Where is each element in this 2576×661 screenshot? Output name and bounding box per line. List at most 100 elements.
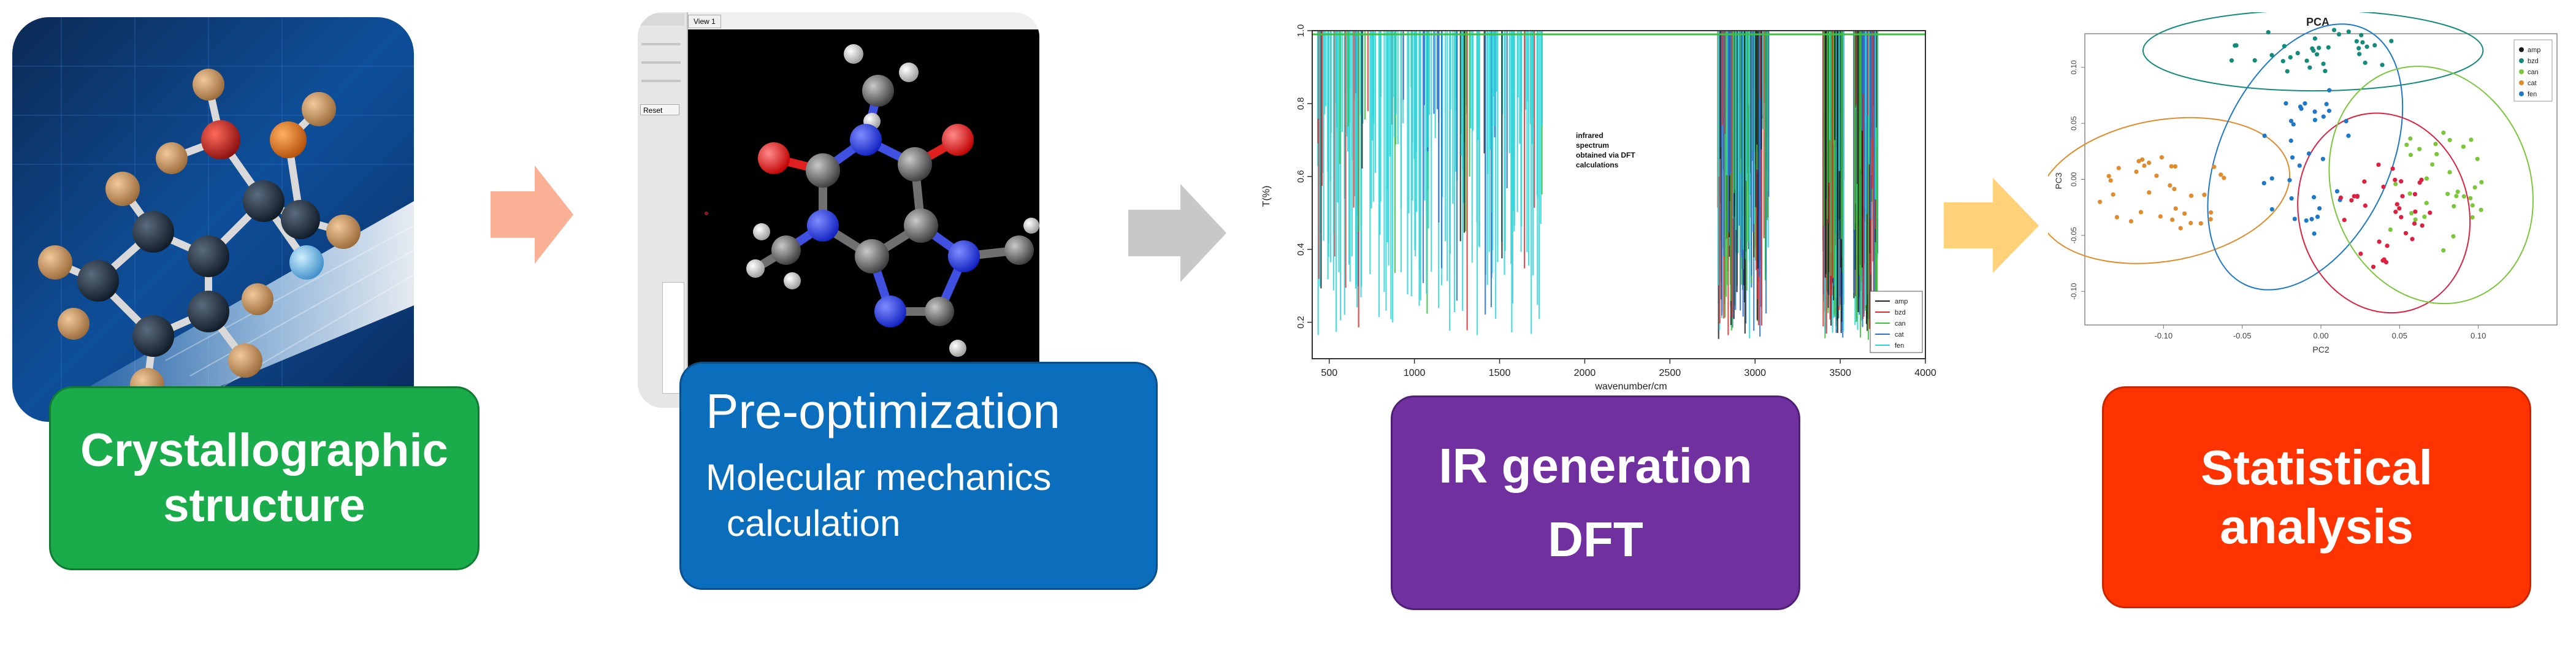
pca-point	[2403, 231, 2409, 235]
pca-point	[2108, 178, 2113, 183]
pca-point	[2212, 164, 2217, 169]
pca-point	[2452, 204, 2456, 208]
ir-title-line2: DFT	[1548, 512, 1643, 567]
pca-point	[2320, 156, 2325, 161]
ir-x-tick-label: 2000	[1574, 368, 1596, 378]
ir-legend-label: fen	[1895, 342, 1904, 350]
crystal-render	[12, 17, 414, 422]
pca-point	[2407, 191, 2412, 196]
pca-legend-swatch	[2519, 58, 2524, 63]
pca-point	[2358, 251, 2363, 256]
ir-x-tick-label: 3500	[1829, 368, 1851, 378]
crystallographic-structure-box: Crystallographic structure	[49, 386, 480, 570]
preopt-subtitle-line1: Molecular mechanics	[706, 457, 1052, 498]
pca-x-ticks: -0.10 -0.05 0.00 0.05 0.10	[2155, 325, 2486, 340]
pca-point	[2311, 195, 2317, 200]
pca-point	[2304, 58, 2309, 63]
pca-legend-label: fen	[2528, 91, 2537, 98]
pca-point	[2306, 151, 2312, 156]
caffeine-molecule-render	[705, 44, 1039, 357]
stat-title-line2: analysis	[2220, 499, 2414, 554]
pca-point	[2173, 206, 2178, 211]
pca-point	[2424, 176, 2429, 181]
pca-point	[2410, 237, 2415, 242]
pca-point	[2356, 46, 2361, 51]
pca-point	[2342, 218, 2347, 223]
pca-legend-swatch	[2519, 80, 2524, 85]
pca-point	[2441, 130, 2446, 136]
pca-point	[2252, 58, 2257, 63]
pca-legend-label: bzd	[2528, 58, 2539, 65]
pca-points	[2098, 28, 2484, 269]
pca-point	[2363, 203, 2368, 208]
pca-point	[2309, 216, 2314, 221]
pca-point	[2447, 170, 2452, 175]
pca-point	[2377, 239, 2382, 244]
pca-legend-label: amp	[2528, 47, 2540, 54]
pca-point	[2282, 44, 2287, 48]
pca-point	[2098, 199, 2103, 204]
pca-point	[2312, 118, 2317, 123]
reset-button[interactable]: Reset	[640, 104, 679, 115]
ir-y-ticks: 0.2 0.4 0.6 0.8 1.0	[1296, 25, 1312, 329]
pca-y-tick-label: 0.05	[2070, 116, 2078, 131]
pca-point	[2385, 243, 2390, 248]
pca-point	[2261, 181, 2266, 186]
pca-point	[2159, 155, 2165, 160]
ir-legend-label: bzd	[1895, 309, 1906, 316]
pca-ellipse	[2328, 66, 2534, 305]
pca-point	[2269, 53, 2274, 58]
pca-point	[2359, 32, 2364, 37]
pca-point	[2323, 69, 2328, 74]
pca-point	[2393, 177, 2398, 183]
pca-x-tick-label: 0.00	[2313, 331, 2328, 340]
pca-point	[2388, 227, 2393, 232]
pca-point	[2198, 221, 2203, 226]
pca-ellipse	[2297, 112, 2471, 314]
pca-point	[2312, 231, 2317, 236]
pca-point	[2338, 195, 2344, 201]
pca-point	[2188, 221, 2193, 226]
pca-point	[2317, 206, 2322, 211]
pca-point	[2219, 172, 2223, 177]
pca-y-tick-label: -0.05	[2070, 227, 2078, 244]
pca-point	[2412, 221, 2417, 226]
pca-point	[2304, 218, 2309, 223]
pca-point	[2312, 109, 2317, 114]
viewer-tab[interactable]	[639, 13, 684, 26]
pca-legend-swatch	[2519, 91, 2524, 96]
pca-point	[2428, 210, 2433, 215]
pca-point	[2106, 174, 2111, 178]
stat-title-line1: Statistical	[2201, 440, 2433, 495]
pca-point	[2234, 43, 2239, 48]
ir-x-tick-label: 4000	[1914, 368, 1936, 378]
pca-x-tick-label: -0.10	[2155, 331, 2173, 340]
pca-point	[2354, 39, 2359, 44]
ir-legend-label: amp	[1895, 298, 1908, 305]
pca-point	[2380, 63, 2385, 67]
pca-point	[2334, 189, 2340, 194]
pca-point	[2116, 166, 2121, 170]
pca-ellipse	[2142, 12, 2484, 92]
viewer-3d-canvas[interactable]	[688, 29, 1039, 373]
pca-point	[2475, 156, 2480, 161]
pca-point	[2417, 147, 2422, 151]
pca-point	[2447, 137, 2452, 143]
ir-x-tick-label: 3000	[1744, 368, 1766, 378]
pca-point	[2408, 136, 2413, 141]
pca-point	[2182, 211, 2187, 216]
pca-y-axis-label: PC3	[2054, 172, 2063, 189]
pca-point	[2321, 61, 2326, 66]
pca-point	[2408, 153, 2414, 158]
ir-spectrum-traces	[1312, 31, 1925, 340]
pca-point	[2290, 155, 2295, 160]
pca-x-tick-label: 0.05	[2392, 331, 2407, 340]
pca-point	[2455, 189, 2460, 194]
pca-point	[2288, 55, 2293, 60]
pca-point	[2422, 214, 2427, 220]
viewer-tab-label[interactable]: View 1	[688, 15, 721, 28]
pca-point	[2420, 223, 2425, 228]
pca-y-tick-label: 0.00	[2070, 172, 2078, 186]
pca-point	[2381, 185, 2386, 189]
pca-point	[2360, 40, 2365, 45]
